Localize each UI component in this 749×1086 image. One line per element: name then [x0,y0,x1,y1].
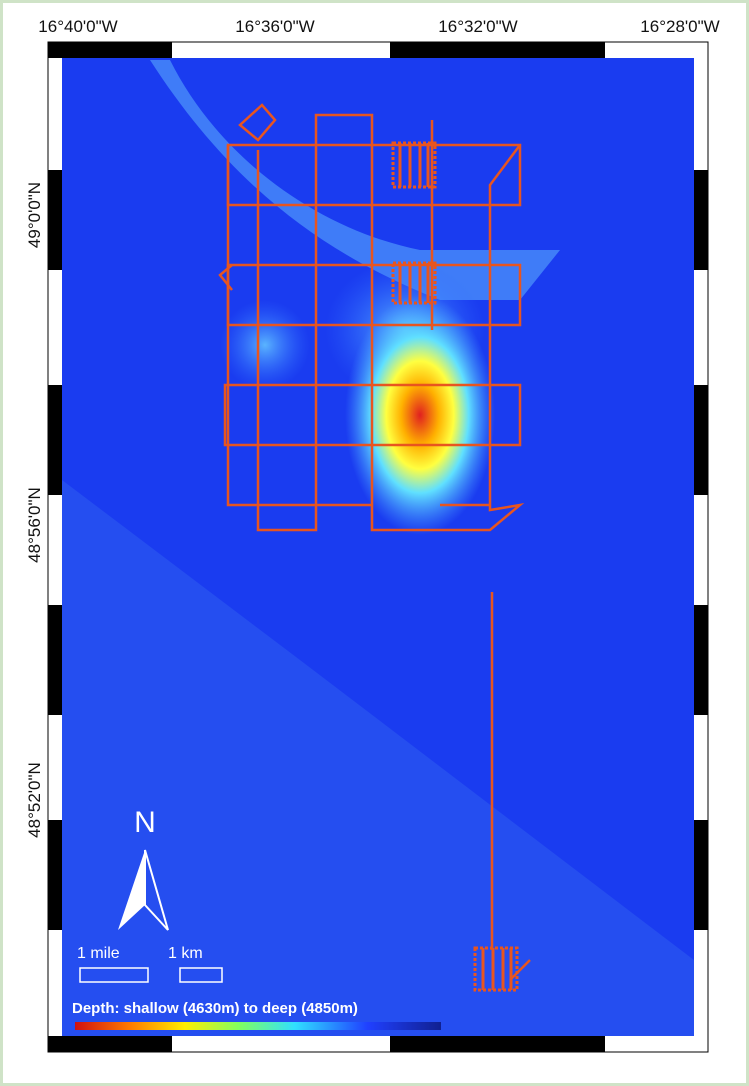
lon-label: 16°40'0"W [38,17,117,36]
lat-label: 48°52'0"N [25,762,44,838]
scale-km-label: 1 km [168,945,203,962]
lat-label: 49°0'0"N [25,182,44,248]
lat-label: 48°56'0"N [25,487,44,563]
north-label: N [134,806,156,839]
lon-label: 16°36'0"W [235,17,314,36]
lon-label: 16°28'0"W [640,17,719,36]
map-page: N 1 mile 1 km Depth: shallow (4630m) to … [0,0,749,1086]
legend-colorbar [75,1022,441,1030]
lon-label: 16°32'0"W [438,17,517,36]
legend-title: Depth: shallow (4630m) to deep (4850m) [72,1000,358,1017]
scale-mile-label: 1 mile [77,945,120,962]
